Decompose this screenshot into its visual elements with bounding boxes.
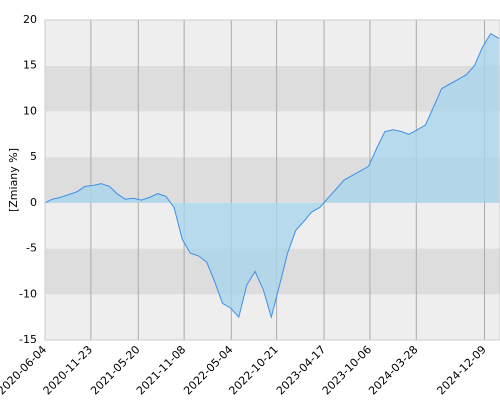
y-tick-label: 20 (23, 13, 37, 26)
y-tick-label: 10 (23, 104, 37, 117)
area (45, 33, 499, 318)
y-tick-label: -15 (19, 333, 37, 346)
y-tick-label: -10 (19, 287, 37, 300)
x-tick-label: 2020-11-23 (41, 343, 95, 397)
y-tick-label: 5 (30, 150, 37, 163)
plot-border (44, 19, 500, 341)
y-tick-label: 0 (30, 196, 37, 209)
line (44, 33, 500, 320)
y-tick-label: -5 (26, 242, 37, 255)
y-axis-label: [Zmiany %] (7, 148, 20, 212)
x-tick-label: 2024-12-09 (434, 343, 488, 397)
band (45, 65, 500, 112)
band (45, 20, 500, 66)
x-tick-label: 2024-03-28 (366, 343, 420, 397)
x-tick-label: 2021-11-08 (134, 343, 188, 397)
x-tick-label: 2022-10-21 (226, 343, 280, 397)
y-tick-label: 15 (23, 59, 37, 72)
